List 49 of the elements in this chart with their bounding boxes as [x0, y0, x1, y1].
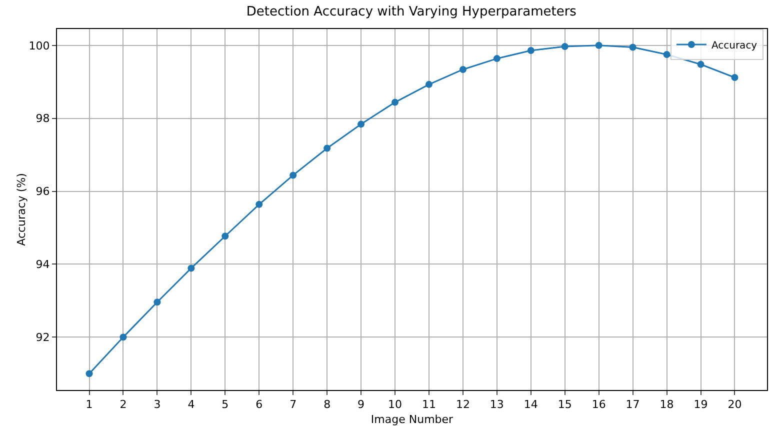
- x-tick-label: 6: [256, 398, 263, 412]
- x-tick-label: 13: [490, 398, 504, 412]
- point: [493, 55, 500, 62]
- point: [459, 66, 466, 73]
- x-tick-label: 7: [290, 398, 297, 412]
- point: [629, 44, 636, 51]
- point: [358, 120, 365, 128]
- point: [663, 51, 670, 58]
- point: [188, 264, 195, 272]
- point: [392, 98, 399, 106]
- y-axis-title: Accuracy (%): [15, 173, 28, 246]
- point: [595, 42, 602, 49]
- x-tick-label: 16: [592, 398, 606, 412]
- point: [425, 80, 432, 88]
- point: [154, 298, 161, 306]
- point: [256, 200, 263, 208]
- x-tick-label: 8: [324, 398, 331, 412]
- x-tick-label: 4: [188, 398, 195, 412]
- x-tick-label: 17: [626, 398, 640, 412]
- point: [697, 60, 704, 68]
- x-tick-label: 10: [388, 398, 402, 412]
- y-tick-label: 92: [36, 330, 50, 344]
- legend-label: Accuracy: [711, 40, 758, 52]
- y-tick-label: 96: [36, 185, 50, 198]
- x-tick-label: 1: [86, 398, 93, 412]
- x-tick-label: 19: [694, 398, 708, 412]
- point: [290, 172, 297, 179]
- point: [120, 334, 127, 341]
- point: [324, 144, 331, 152]
- x-tick-label: 3: [154, 398, 161, 412]
- point: [731, 74, 738, 81]
- y-tick-label: 100: [28, 39, 50, 52]
- x-tick-label: 5: [222, 398, 229, 412]
- y-tick-label: 98: [36, 112, 50, 126]
- x-tick-label: 20: [728, 398, 742, 412]
- point: [527, 47, 534, 54]
- x-tick-label: 9: [358, 398, 365, 412]
- x-tick-label: 11: [422, 398, 436, 412]
- x-axis-title: Image Number: [370, 413, 454, 426]
- x-tick-label: 15: [558, 398, 572, 412]
- chart-title: Detection Accuracy with Varying Hyperparameters: [246, 4, 577, 20]
- point: [222, 232, 229, 240]
- x-tick-label: 2: [120, 398, 127, 412]
- x-tick-label: 14: [524, 398, 538, 412]
- point: [86, 370, 93, 378]
- y-tick-label: 94: [36, 258, 50, 272]
- x-tick-label: 18: [660, 398, 674, 412]
- point: [561, 43, 568, 50]
- x-tick-label: 12: [456, 398, 470, 412]
